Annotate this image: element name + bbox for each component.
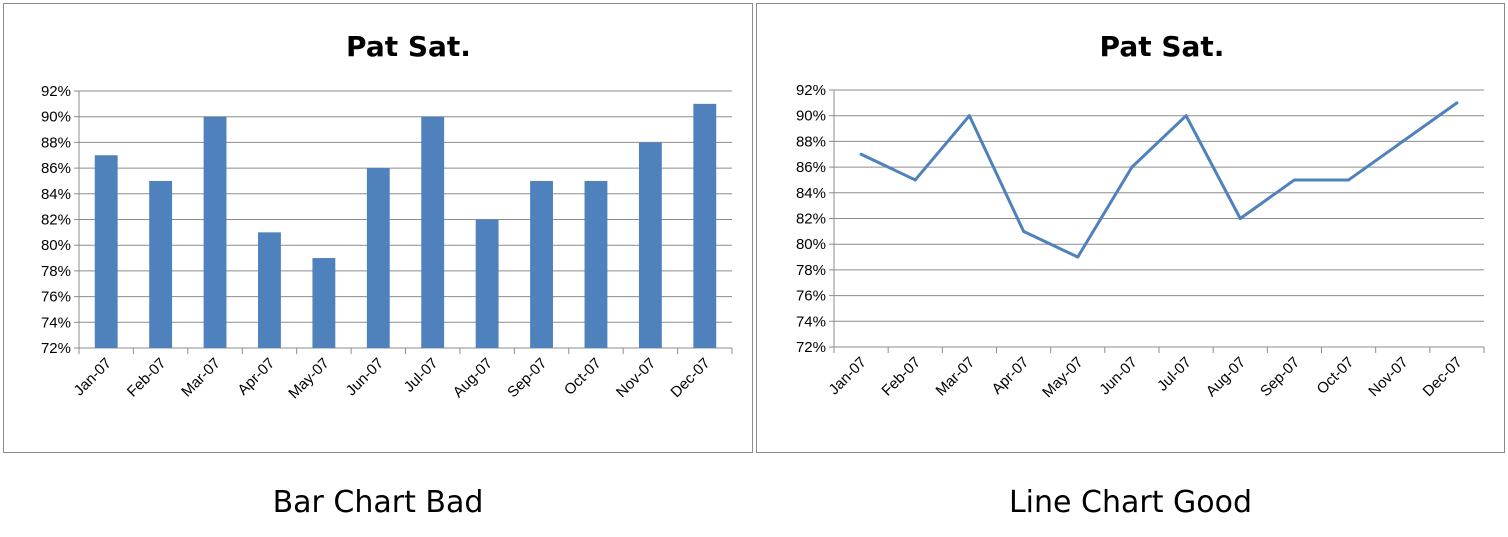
y-tick-label: 74% [796, 313, 826, 330]
x-tick-label: Jan-07 [71, 355, 115, 399]
x-tick-label: Jan-07 [825, 354, 869, 398]
y-tick-label: 78% [41, 263, 71, 280]
x-tick-label: Sep-07 [1257, 354, 1303, 400]
point-oct-07 [1347, 178, 1351, 182]
point-may-07 [1076, 255, 1080, 259]
y-tick-label: 80% [41, 237, 71, 254]
bar-nov-07 [638, 142, 662, 348]
y-tick-label: 88% [41, 134, 71, 151]
point-jan-07 [859, 152, 863, 156]
x-tick-label: Oct-07 [1314, 354, 1358, 398]
x-tick-label: Apr-07 [234, 355, 278, 399]
bar-sep-07 [530, 180, 553, 348]
y-tick-label: 76% [41, 289, 71, 306]
line-chart: Pat Sat. 72% 74% 76% 78% 80% 82% 84% 86% 88% 90% 92… [796, 30, 1485, 401]
x-tick-label: Jul-07 [401, 355, 442, 396]
y-tick-label: 84% [796, 185, 826, 202]
x-tick-label: Sep-07 [504, 355, 550, 401]
x-tick-label: Feb-07 [124, 355, 170, 401]
x-tick-label: Jul-07 [1154, 354, 1195, 395]
bar-oct-07 [584, 180, 608, 348]
chart-title: Pat Sat. [346, 30, 471, 63]
y-tick-label: 74% [41, 314, 71, 331]
y-tick-label: 82% [796, 211, 826, 228]
x-tick-label: May-07 [1039, 354, 1086, 401]
point-jun-07 [1130, 165, 1134, 169]
point-mar-07 [967, 114, 971, 118]
y-tick-label: 86% [796, 159, 826, 176]
line-chart-caption: Line Chart Good [1008, 485, 1253, 520]
y-tick-label: 82% [41, 212, 71, 229]
y-tick-label: 88% [796, 133, 826, 150]
x-tick-label: Oct-07 [561, 355, 605, 399]
bar-chart-panel: Pat Sat. 72% 74% 76% 78% 80% 82% 84% 86% 88% 90% 92… [3, 3, 753, 453]
bar-chart: Pat Sat. 72% 74% 76% 78% 80% 82% 84% 86% 88% 90% 92… [41, 30, 733, 402]
x-tick-label: Dec-07 [1420, 354, 1466, 400]
y-tick-label: 72% [796, 339, 826, 356]
x-tick-label: Jun-07 [1096, 354, 1140, 398]
y-tick-label: 90% [41, 109, 71, 126]
y-tick-label: 84% [41, 186, 71, 203]
x-tick-label: Aug-07 [450, 355, 496, 401]
bar-apr-07 [258, 232, 281, 348]
bar-dec-07 [693, 103, 717, 348]
x-tick-label: Aug-07 [1203, 354, 1249, 400]
x-tick-label: Feb-07 [878, 354, 924, 400]
point-jul-07 [1184, 114, 1188, 118]
line-chart-panel: Pat Sat. 72% 74% 76% 78% 80% 82% 84% 86% 88% 90% 92… [756, 3, 1505, 453]
y-tick-label: 86% [41, 160, 71, 177]
bar-may-07 [312, 258, 336, 348]
point-aug-07 [1238, 217, 1242, 220]
y-tick-label: 92% [796, 82, 826, 99]
x-tick-label: May-07 [285, 355, 332, 402]
bar-mar-07 [203, 116, 227, 348]
x-tick-label: Apr-07 [989, 354, 1033, 398]
point-feb-07 [913, 178, 917, 182]
bar-aug-07 [475, 219, 499, 348]
point-nov-07 [1401, 139, 1405, 143]
y-tick-label: 78% [796, 262, 826, 279]
x-tick-label: Mar-07 [178, 355, 224, 401]
x-tick-label: Dec-07 [667, 355, 713, 401]
point-apr-07 [1022, 229, 1026, 233]
x-tick-label: Nov-07 [1365, 354, 1411, 400]
x-tick-label: Mar-07 [933, 354, 979, 400]
x-tick-label: Jun-07 [343, 355, 387, 399]
bar-jun-07 [366, 168, 390, 348]
point-dec-07 [1455, 101, 1459, 105]
y-tick-label: 90% [796, 108, 826, 125]
y-tick-label: 72% [41, 340, 71, 357]
y-tick-label: 76% [796, 288, 826, 305]
chart-title: Pat Sat. [1100, 30, 1225, 63]
y-tick-label: 80% [796, 236, 826, 253]
y-tick-label: 92% [41, 83, 71, 100]
point-sep-07 [1292, 178, 1296, 182]
bar-jul-07 [421, 116, 445, 348]
x-tick-label: Nov-07 [613, 355, 659, 401]
bar-chart-caption: Bar Chart Bad [272, 485, 484, 520]
bar-jan-07 [94, 155, 118, 348]
series-line [860, 101, 1458, 259]
bar-feb-07 [149, 180, 173, 348]
